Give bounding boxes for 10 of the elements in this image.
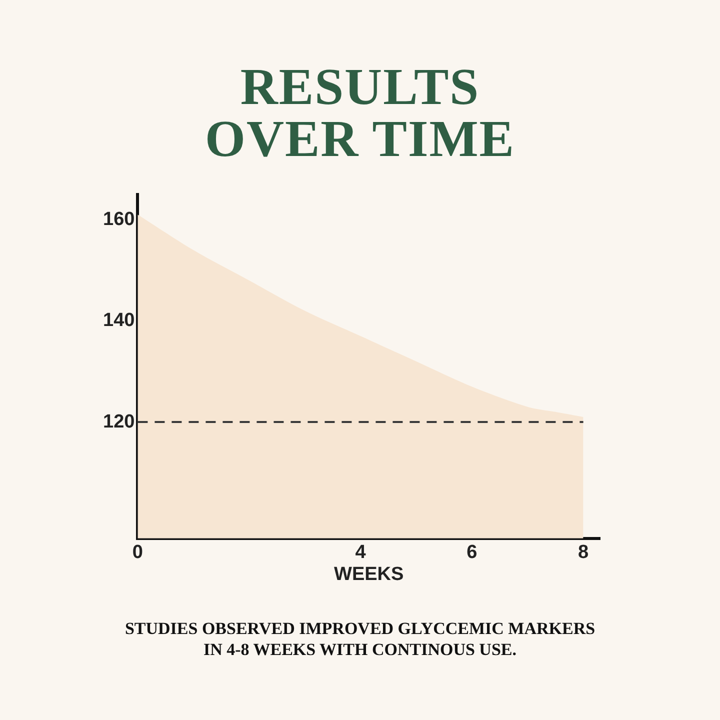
x-tick-label: 8	[578, 542, 589, 564]
text: STUDIES OBSERVED IMPROVED GLYCCEMIC MARKERS IN 4-8 WEEKS WITH CONTINOUS USE.	[124, 618, 596, 660]
y-tick-label: 120	[103, 411, 135, 432]
y-tick-label: 140	[103, 310, 135, 332]
x-tick-label: 4	[355, 542, 366, 564]
chart-title: RESULTS OVER TIME	[204, 59, 516, 168]
x-axis-title: WEEKS	[334, 564, 404, 585]
x-tick-label: 0	[132, 542, 143, 564]
x-tick-label: 6	[466, 542, 478, 564]
y-tick-label: 160	[103, 208, 135, 230]
